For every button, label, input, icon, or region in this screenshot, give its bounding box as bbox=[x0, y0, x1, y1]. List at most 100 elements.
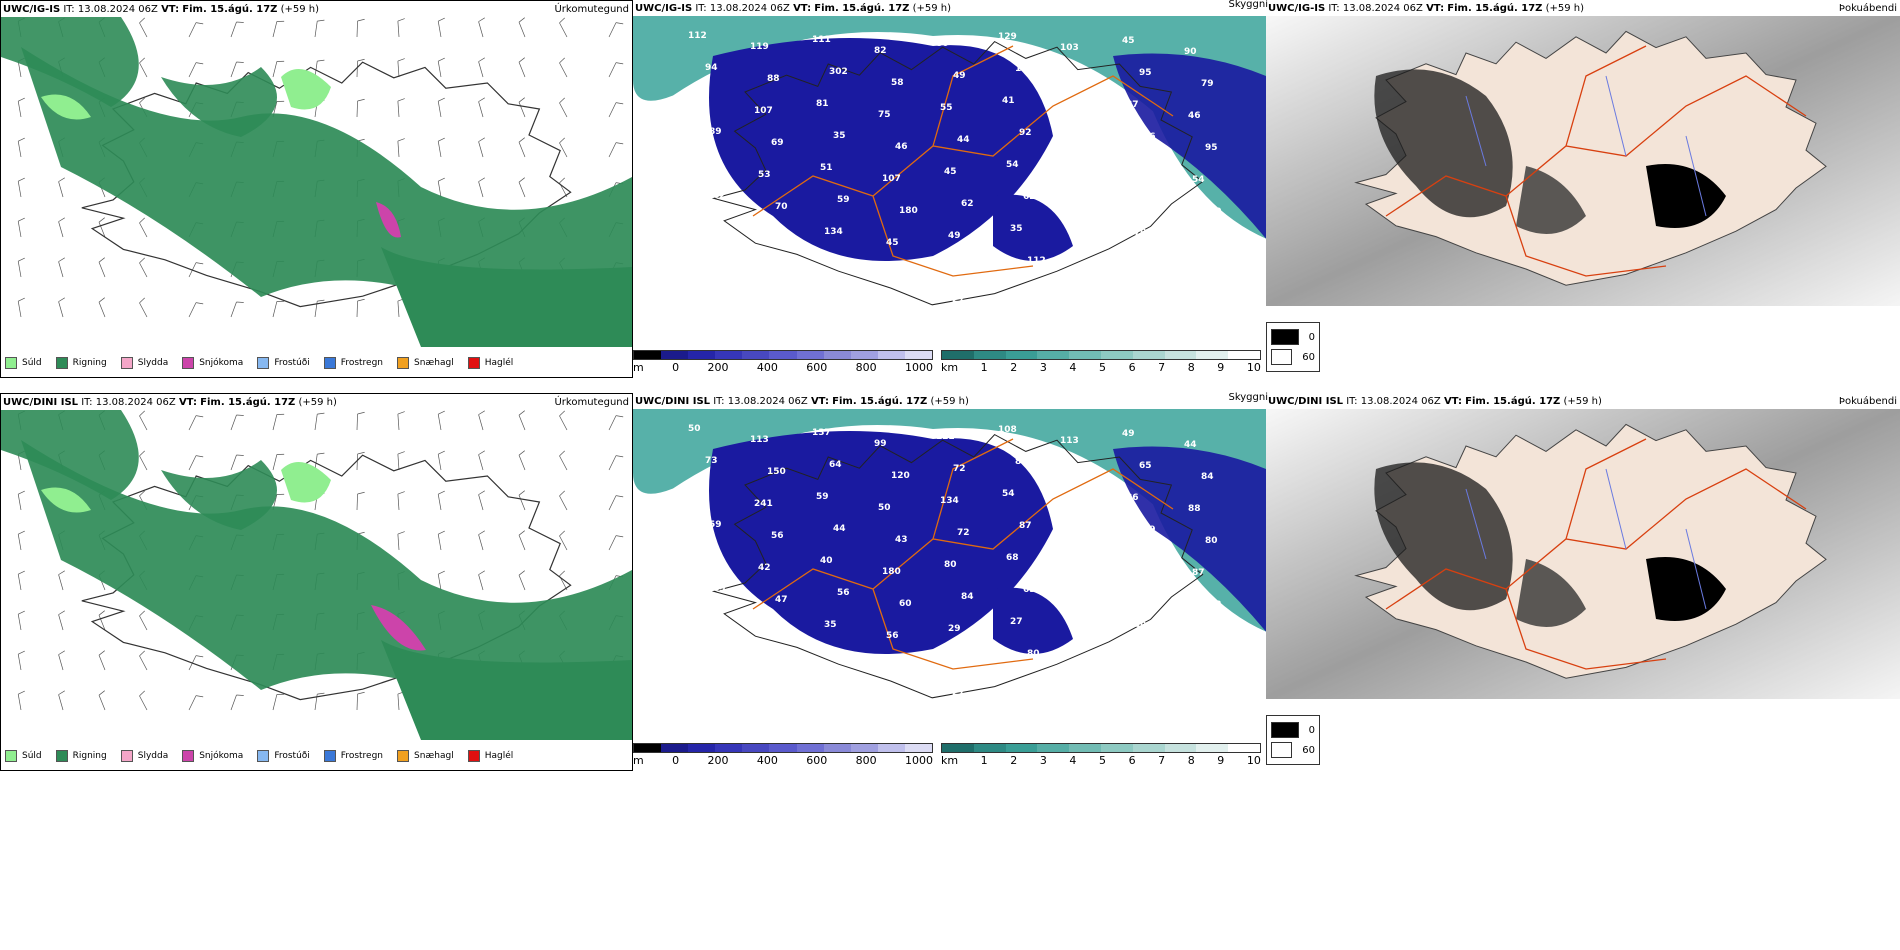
lead-time: (+59 h) bbox=[930, 396, 969, 407]
cloud-height-label: 38 bbox=[1072, 628, 1085, 638]
cloud-height-label: 40 bbox=[1134, 621, 1147, 631]
cloud-height-label: 69 bbox=[1089, 660, 1102, 670]
legend-label: Frostregn bbox=[340, 751, 384, 761]
vt-label: VT: bbox=[178, 397, 197, 408]
legend-item: Frostúði bbox=[257, 750, 310, 762]
cloud-height-label: 72 bbox=[953, 464, 966, 474]
precip-type-panel: UWC/DINI ISL IT: 13.08.2024 06Z VT: Fim.… bbox=[0, 393, 633, 771]
distance-scale: km 1 2 3 4 5 6 7 8 9 10 bbox=[941, 743, 1261, 767]
km-tick: 2 bbox=[1010, 361, 1018, 374]
cloud-height-label: 113 bbox=[750, 435, 769, 445]
cloud-height-label: 74 bbox=[1213, 271, 1226, 281]
cloud-height-label: 38 bbox=[1196, 239, 1209, 249]
vt-label: VT: bbox=[1443, 396, 1462, 407]
cloud-height-label: 80 bbox=[936, 39, 949, 49]
cloud-base-map: 50 113 137 99 122 108 113 49 44 73 150 64 120 72 87 97 6… bbox=[633, 409, 1266, 727]
cloud-height-label: 62 bbox=[692, 488, 705, 498]
it-label: IT: bbox=[1346, 396, 1358, 407]
legend-item: Rigning bbox=[55, 750, 107, 762]
cloud-height-label: 50 bbox=[688, 424, 701, 434]
cloud-height-label: 36 bbox=[828, 291, 841, 301]
cloud-height-label: 46 bbox=[895, 142, 908, 152]
cloud-height-label: 92 bbox=[1019, 128, 1032, 138]
cloud-base-panel: UWC/DINI ISL IT: 13.08.2024 06Z VT: Fim.… bbox=[633, 392, 1268, 771]
cloud-height-label: 39 bbox=[700, 616, 713, 626]
fog-legend: 0 60 bbox=[1266, 715, 1320, 765]
height-unit: m bbox=[633, 361, 644, 374]
panel-title: Þokuábendi bbox=[1838, 3, 1897, 14]
cloud-height-label: 56 bbox=[886, 631, 899, 641]
height-tick: 0 bbox=[672, 754, 680, 767]
it-value: 13.08.2024 06Z bbox=[77, 4, 158, 15]
height-scale: m 0 200 400 600 800 1000 bbox=[633, 350, 933, 374]
fog-legend-label: 60 bbox=[1302, 744, 1315, 756]
legend-swatch bbox=[55, 750, 68, 762]
cloud-height-label: 107 bbox=[1213, 664, 1232, 674]
cloud-height-label: 59 bbox=[816, 492, 829, 502]
cloud-height-label: 43 bbox=[895, 535, 908, 545]
panel-title: Skyggni bbox=[1228, 0, 1268, 10]
legend-swatch bbox=[120, 750, 133, 762]
cloud-height-label: 108 bbox=[998, 425, 1017, 435]
cloud-height-label: 66 bbox=[1130, 557, 1143, 567]
sea-cloud-area bbox=[633, 16, 1266, 239]
cloud-height-label: 103 bbox=[1060, 43, 1079, 53]
cloud-height-label: 68 bbox=[1006, 553, 1019, 563]
vt-label: VT: bbox=[810, 396, 829, 407]
cloud-height-label: 40 bbox=[820, 556, 833, 566]
legend-item: Frostregn bbox=[323, 750, 384, 762]
low-cloud-area bbox=[993, 194, 1073, 261]
low-cloud-area bbox=[1113, 53, 1266, 239]
cloud-height-label: 180 bbox=[899, 206, 918, 216]
panel-header: UWC/DINI ISL IT: 13.08.2024 06Z VT: Fim.… bbox=[635, 394, 969, 410]
rivers bbox=[1465, 468, 1707, 610]
height-tick: 200 bbox=[707, 361, 729, 374]
legend-item: Frostregn bbox=[323, 357, 383, 369]
km-tick: 1 bbox=[980, 754, 988, 767]
cloud-height-label: 42 bbox=[1130, 164, 1143, 174]
legend-label: Frostúði bbox=[274, 751, 310, 761]
legend-label: Frostúði bbox=[274, 358, 310, 368]
panel-title: Úrkomutegund bbox=[554, 397, 629, 408]
fog-swatch-light bbox=[1271, 742, 1293, 758]
cloud-height-label: 87 bbox=[1126, 100, 1139, 110]
legend-swatch bbox=[182, 357, 195, 369]
vt-label: VT: bbox=[161, 4, 180, 15]
model-name: UWC/IG-IS bbox=[1268, 3, 1326, 14]
cloud-height-label: 112 bbox=[688, 31, 707, 41]
fog-dense-area bbox=[1516, 559, 1586, 627]
cloud-height-label: 56 bbox=[837, 588, 850, 598]
cloud-height-label: 53 bbox=[1064, 500, 1077, 510]
low-cloud-area bbox=[993, 587, 1073, 654]
precip-map bbox=[1, 410, 632, 740]
model-name: UWC/DINI ISL bbox=[1268, 396, 1344, 407]
panel-header: UWC/DINI ISL IT: 13.08.2024 06Z VT: Fim.… bbox=[3, 395, 337, 411]
fog-legend-label: 0 bbox=[1308, 724, 1315, 736]
cloud-height-label: 91 bbox=[1151, 653, 1164, 663]
cloud-height-label: 112 bbox=[1027, 256, 1046, 266]
legend-swatch bbox=[257, 357, 270, 369]
coastline bbox=[711, 40, 1204, 306]
legend-swatch bbox=[55, 357, 68, 369]
fog-legend: 0 60 bbox=[1266, 322, 1320, 372]
legend-item: Haglél bbox=[467, 750, 513, 762]
legend-item: Slydda bbox=[120, 357, 168, 369]
cloud-height-label: 60 bbox=[1147, 196, 1160, 206]
cloud-height-label: 107 bbox=[882, 174, 901, 184]
cloud-height-label: 37 bbox=[890, 302, 903, 312]
sea-cloud-area bbox=[633, 409, 1266, 632]
height-tick: 800 bbox=[855, 754, 877, 767]
cloud-height-label: 70 bbox=[1209, 207, 1222, 217]
legend-label: Rigning bbox=[72, 751, 107, 761]
it-value: 13.08.2024 06Z bbox=[709, 3, 790, 14]
cloud-height-label: 27 bbox=[952, 688, 965, 698]
cloud-height-label: 94 bbox=[705, 63, 718, 73]
drizzle-area bbox=[281, 462, 331, 503]
cloud-height-label: 45 bbox=[944, 167, 957, 177]
cloud-height-label: 70 bbox=[1134, 228, 1147, 238]
cloud-height-label: 41 bbox=[766, 691, 779, 701]
cloud-height-label: 42 bbox=[717, 648, 730, 658]
fog-map bbox=[1266, 409, 1900, 699]
cloud-height-label: 27 bbox=[1010, 617, 1023, 627]
it-label: IT: bbox=[713, 396, 725, 407]
